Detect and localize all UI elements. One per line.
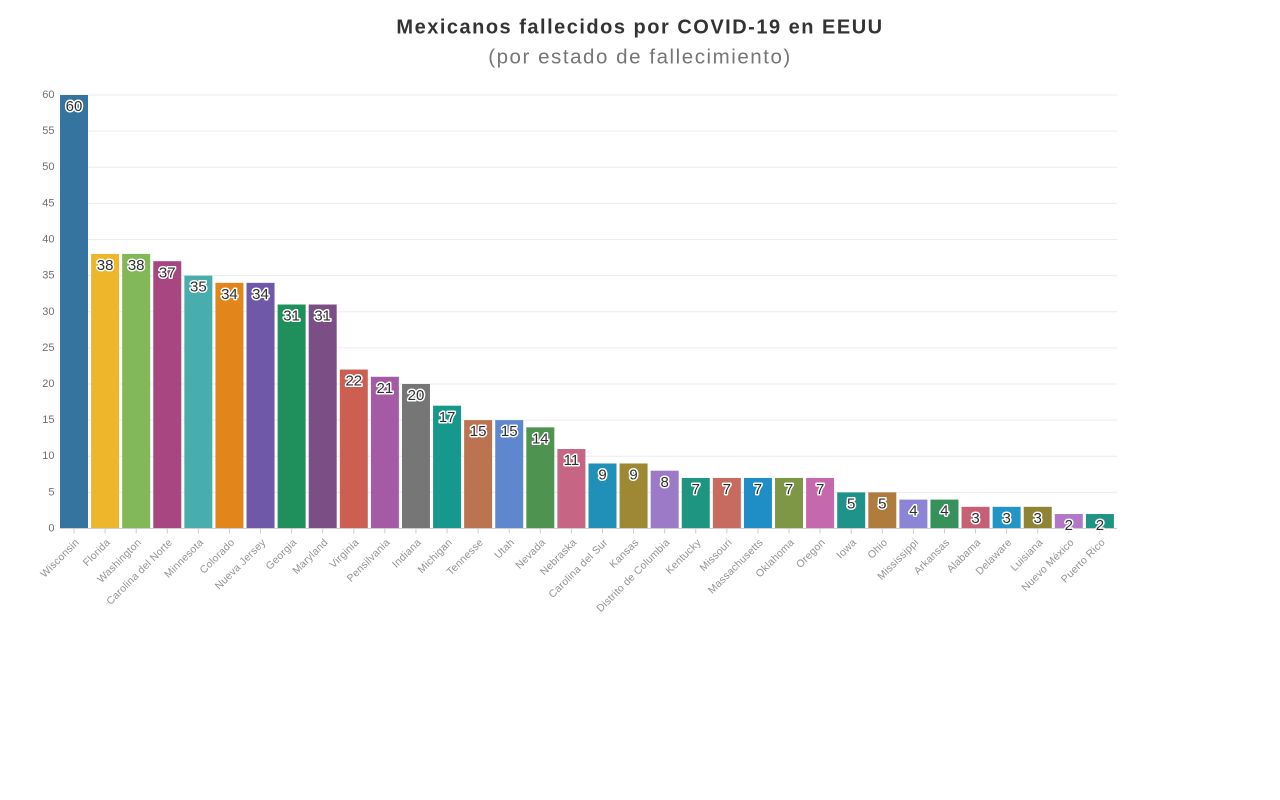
svg-text:22: 22 (345, 373, 362, 390)
svg-text:5: 5 (48, 486, 54, 498)
svg-text:7: 7 (754, 481, 762, 498)
svg-text:5: 5 (878, 495, 886, 512)
svg-text:25: 25 (42, 342, 54, 354)
svg-text:34: 34 (252, 286, 269, 303)
svg-text:7: 7 (816, 481, 824, 498)
svg-text:(por estado de fallecimiento): (por estado de fallecimiento) (488, 45, 792, 68)
svg-text:37: 37 (159, 264, 176, 281)
svg-text:8: 8 (660, 474, 668, 491)
svg-text:2: 2 (1096, 517, 1104, 534)
svg-text:60: 60 (66, 98, 83, 115)
svg-text:3: 3 (1034, 510, 1042, 527)
svg-text:Mexicanos fallecidos por COVID: Mexicanos fallecidos por COVID-19 en EEU… (396, 17, 883, 39)
svg-text:20: 20 (42, 378, 54, 390)
svg-text:15: 15 (470, 423, 487, 440)
svg-text:35: 35 (190, 279, 207, 296)
svg-text:9: 9 (629, 467, 637, 484)
svg-text:15: 15 (501, 423, 518, 440)
svg-text:34: 34 (221, 286, 238, 303)
svg-text:31: 31 (283, 308, 300, 325)
svg-text:11: 11 (564, 452, 580, 469)
svg-text:4: 4 (940, 503, 948, 520)
svg-text:20: 20 (408, 387, 425, 404)
svg-text:30: 30 (42, 306, 54, 318)
svg-text:60: 60 (42, 89, 54, 101)
svg-text:5: 5 (847, 495, 855, 512)
svg-text:9: 9 (598, 467, 606, 484)
svg-text:4: 4 (909, 503, 917, 520)
svg-text:45: 45 (42, 197, 54, 209)
svg-text:31: 31 (314, 308, 331, 325)
svg-text:17: 17 (439, 409, 456, 426)
svg-text:50: 50 (42, 161, 54, 173)
svg-text:15: 15 (42, 414, 54, 426)
svg-text:7: 7 (692, 481, 700, 498)
svg-text:40: 40 (42, 234, 54, 246)
svg-text:21: 21 (377, 380, 394, 397)
svg-text:14: 14 (532, 430, 549, 447)
svg-text:2: 2 (1065, 517, 1073, 534)
svg-text:3: 3 (1002, 510, 1010, 527)
svg-text:10: 10 (42, 450, 54, 462)
svg-text:7: 7 (785, 481, 793, 498)
svg-text:35: 35 (42, 270, 54, 282)
svg-text:38: 38 (97, 257, 114, 274)
svg-text:55: 55 (42, 125, 54, 137)
svg-text:38: 38 (128, 257, 145, 274)
svg-text:7: 7 (723, 481, 731, 498)
svg-text:0: 0 (48, 523, 54, 535)
svg-text:3: 3 (971, 510, 979, 527)
